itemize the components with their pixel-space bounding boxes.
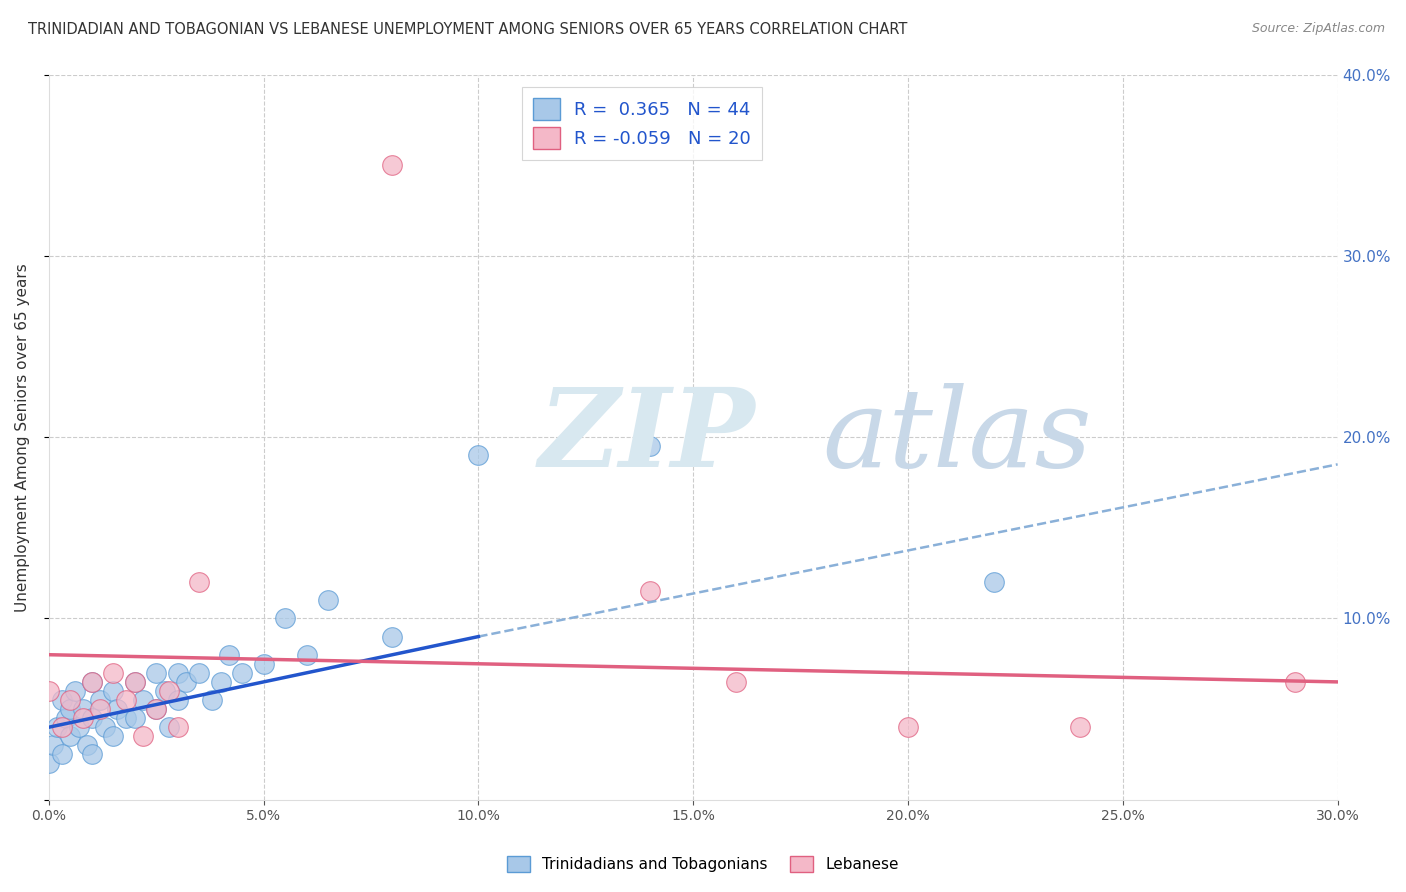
Point (124, 711, 146, 725)
Point (38, 684, 60, 698)
Point (166, 693, 188, 707)
Point (638, 439, 661, 453)
Point (252, 657, 274, 671)
Point (157, 720, 180, 734)
Text: TRINIDADIAN AND TOBAGONIAN VS LEBANESE UNEMPLOYMENT AMONG SENIORS OVER 65 YEARS : TRINIDADIAN AND TOBAGONIAN VS LEBANESE U… (28, 22, 907, 37)
Point (107, 702, 129, 716)
Point (218, 648, 240, 662)
Point (51, 693, 73, 707)
Point (295, 648, 318, 662)
Point (231, 665, 253, 680)
Point (80, 674, 103, 689)
Point (638, 584, 661, 599)
Point (166, 665, 188, 680)
Point (103, 665, 125, 680)
Point (59, 693, 82, 707)
Point (209, 674, 232, 689)
Text: ZIP: ZIP (538, 384, 755, 491)
Legend: R =  0.365   N = 44, R = -0.059   N = 20: R = 0.365 N = 44, R = -0.059 N = 20 (522, 87, 762, 161)
Point (80, 674, 103, 689)
Point (316, 593, 339, 607)
Point (725, 674, 748, 689)
Legend: Trinidadians and Tobagonians, Lebanese: Trinidadians and Tobagonians, Lebanese (499, 848, 907, 880)
Point (166, 720, 188, 734)
Point (153, 684, 176, 698)
Point (174, 674, 197, 689)
Point (188, 575, 211, 590)
Point (72, 702, 94, 716)
Point (145, 702, 167, 716)
Point (59, 729, 82, 743)
Point (381, 630, 404, 644)
Point (157, 684, 180, 698)
Point (201, 693, 224, 707)
Point (897, 720, 920, 734)
Point (89, 693, 111, 707)
Point (80, 747, 103, 762)
Point (467, 448, 489, 462)
Point (1069, 720, 1091, 734)
Point (274, 611, 297, 625)
Point (132, 693, 155, 707)
Point (983, 575, 1005, 590)
Point (46, 720, 69, 734)
Point (188, 665, 211, 680)
Point (124, 674, 146, 689)
Point (103, 684, 125, 698)
Point (51, 747, 73, 762)
Point (67, 720, 90, 734)
Point (55, 711, 77, 725)
Point (51, 720, 73, 734)
Point (72, 711, 94, 725)
Point (381, 158, 404, 172)
Point (80, 711, 103, 725)
Point (63, 684, 86, 698)
Point (76, 739, 98, 753)
Point (115, 693, 138, 707)
Text: Source: ZipAtlas.com: Source: ZipAtlas.com (1251, 22, 1385, 36)
Point (145, 665, 167, 680)
Point (1284, 674, 1306, 689)
Point (145, 702, 167, 716)
Point (93, 720, 115, 734)
Y-axis label: Unemployment Among Seniors over 65 years: Unemployment Among Seniors over 65 years (15, 263, 30, 612)
Point (42, 739, 65, 753)
Point (38, 756, 60, 771)
Point (89, 702, 111, 716)
Point (115, 711, 138, 725)
Point (132, 729, 155, 743)
Point (103, 729, 125, 743)
Point (124, 674, 146, 689)
Text: atlas: atlas (823, 384, 1091, 491)
Point (59, 702, 82, 716)
